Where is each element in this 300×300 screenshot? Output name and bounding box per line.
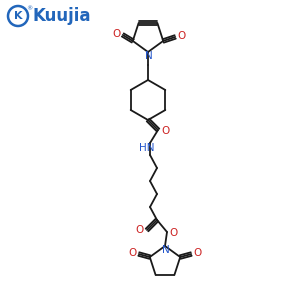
Text: N: N xyxy=(162,245,170,255)
Text: N: N xyxy=(145,51,153,61)
Text: O: O xyxy=(129,248,137,258)
Text: O: O xyxy=(162,126,170,136)
Text: Kuujia: Kuujia xyxy=(33,7,91,25)
Text: O: O xyxy=(113,29,121,39)
Text: O: O xyxy=(193,248,201,258)
Text: O: O xyxy=(169,228,177,238)
Text: K: K xyxy=(14,11,22,21)
Text: O: O xyxy=(135,225,143,235)
Text: O: O xyxy=(177,31,185,41)
Text: ®: ® xyxy=(26,7,33,11)
Text: HN: HN xyxy=(139,143,155,153)
